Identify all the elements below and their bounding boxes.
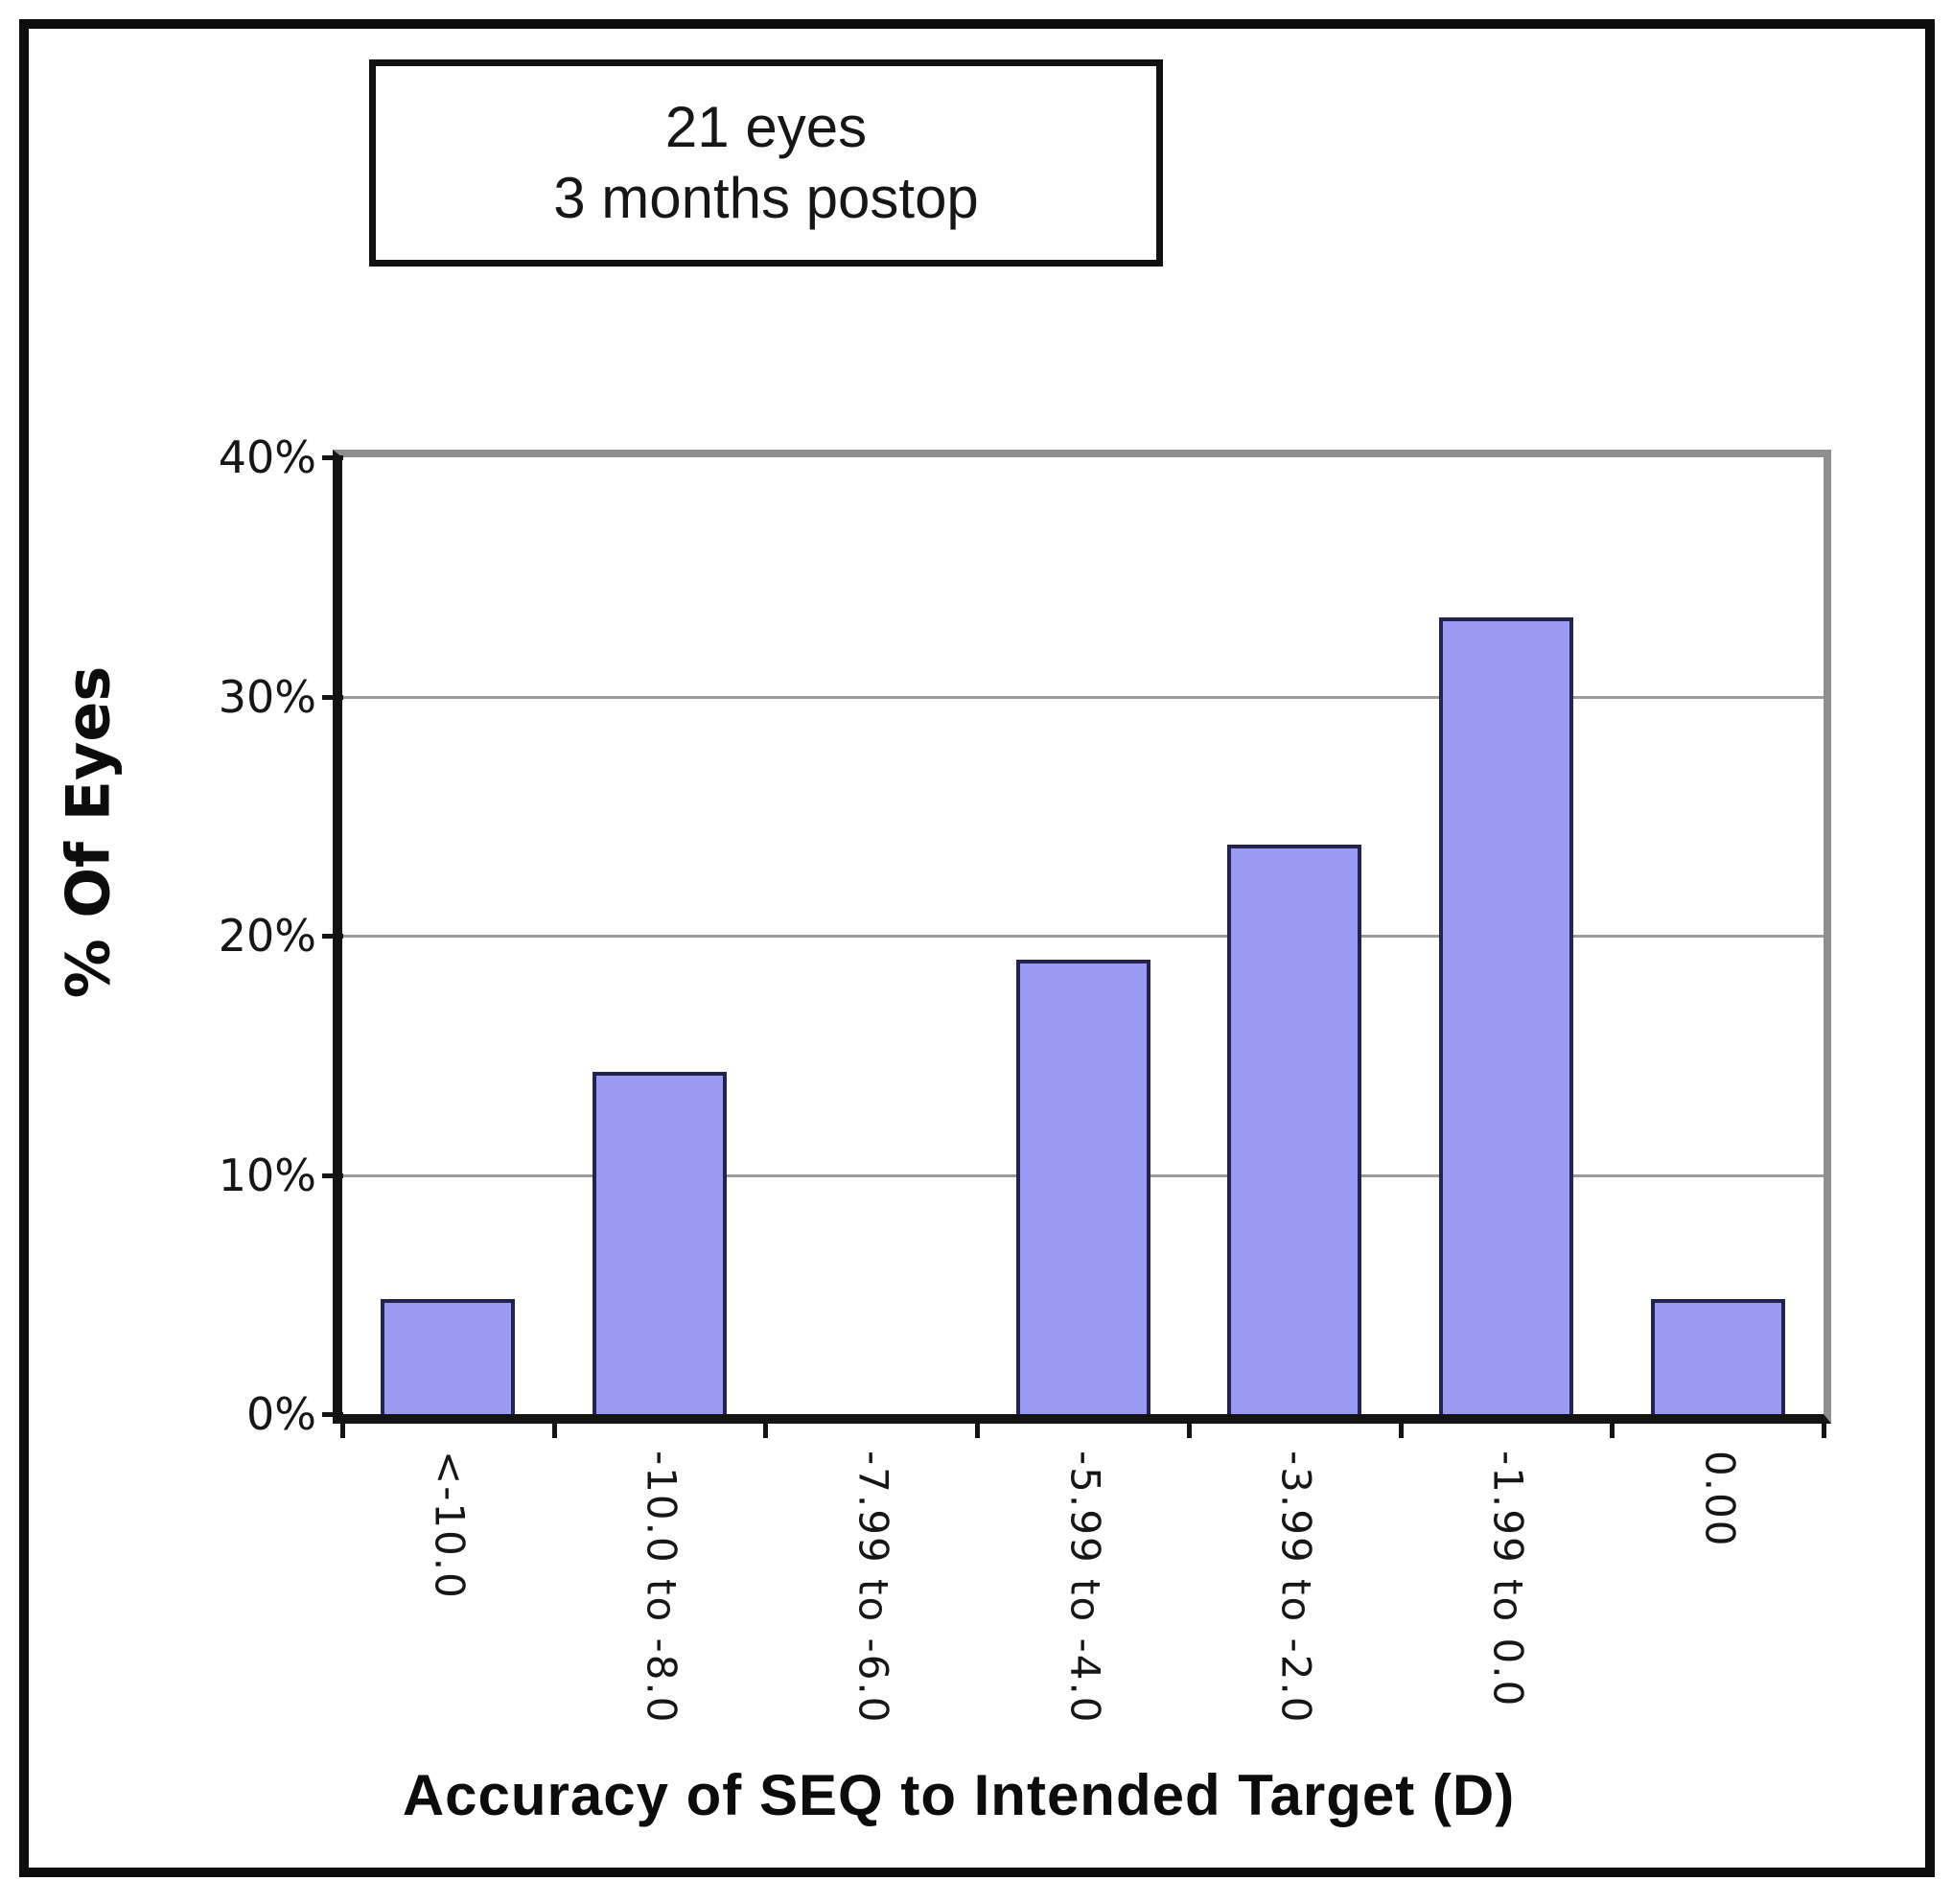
x-tick-label: -3.99 to -2.0 bbox=[1272, 1451, 1320, 1725]
x-axis-tick bbox=[340, 1419, 345, 1438]
annotation-line-2: 3 months postop bbox=[553, 166, 979, 230]
x-axis-tick bbox=[1610, 1419, 1615, 1438]
x-axis-tick bbox=[763, 1419, 768, 1438]
y-axis-tick bbox=[322, 695, 343, 700]
y-axis-tick bbox=[322, 1173, 343, 1178]
x-axis-tick bbox=[1187, 1419, 1192, 1438]
y-tick-label: 20% bbox=[218, 910, 316, 962]
plot-area bbox=[333, 450, 1831, 1424]
y-axis-tick bbox=[322, 455, 343, 460]
y-tick-label: 40% bbox=[218, 431, 316, 483]
x-axis-tick bbox=[1399, 1419, 1404, 1438]
bar-<-10.0 bbox=[381, 1299, 515, 1414]
x-tick-label: -7.99 to -6.0 bbox=[849, 1451, 897, 1725]
y-tick-label: 0% bbox=[246, 1388, 316, 1440]
bar--10.0 to -8.0 bbox=[593, 1072, 727, 1414]
y-tick-label: 10% bbox=[218, 1149, 316, 1201]
y-axis-tick bbox=[322, 1412, 343, 1417]
x-tick-label: 0.00 bbox=[1696, 1451, 1744, 1548]
bar--1.99 to 0.0 bbox=[1439, 617, 1573, 1414]
x-tick-label: <-10.0 bbox=[426, 1451, 474, 1600]
y-axis-title: % Of Eyes bbox=[53, 665, 124, 999]
bar-0.00 bbox=[1651, 1299, 1785, 1414]
annotation-line-1: 21 eyes bbox=[664, 95, 868, 159]
bar--3.99 to -2.0 bbox=[1227, 845, 1361, 1414]
x-tick-label: -5.99 to -4.0 bbox=[1061, 1451, 1109, 1725]
y-gridline bbox=[342, 696, 1824, 699]
annotation-box: 21 eyes 3 months postop bbox=[369, 59, 1163, 267]
x-axis-tick bbox=[552, 1419, 557, 1438]
x-tick-label: -1.99 to 0.0 bbox=[1484, 1451, 1532, 1708]
y-gridline bbox=[342, 935, 1824, 938]
x-axis-tick bbox=[975, 1419, 980, 1438]
x-axis-tick bbox=[1822, 1419, 1826, 1438]
y-tick-label: 30% bbox=[218, 671, 316, 723]
bar--5.99 to -4.0 bbox=[1016, 960, 1150, 1414]
plot-inner bbox=[342, 457, 1824, 1414]
x-tick-label: -10.0 to -8.0 bbox=[638, 1451, 686, 1725]
x-axis-title: Accuracy of SEQ to Intended Target (D) bbox=[402, 1763, 1516, 1827]
y-axis-tick bbox=[322, 934, 343, 939]
